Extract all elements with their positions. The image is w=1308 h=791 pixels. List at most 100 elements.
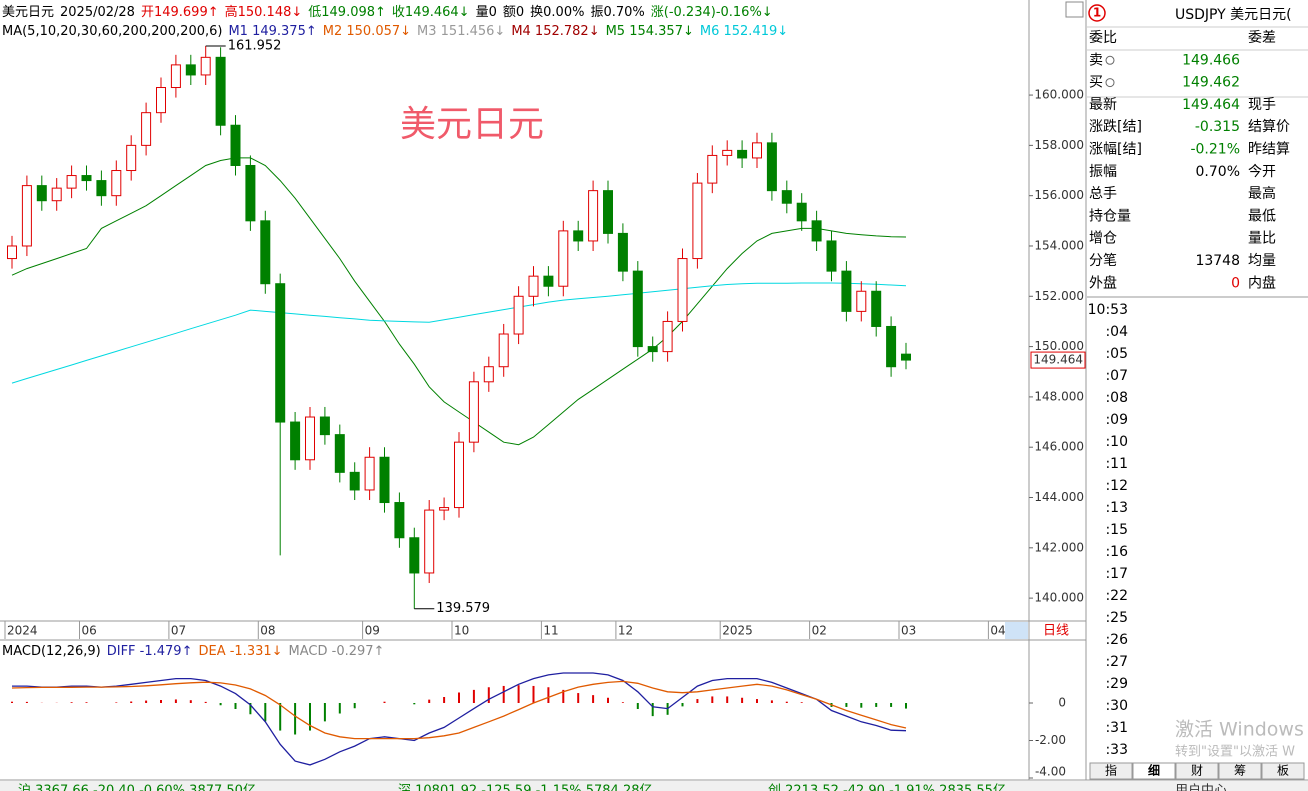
header-item: 开149.699↑ <box>141 5 219 20</box>
candle-body <box>781 190 792 204</box>
candle-body <box>737 149 748 159</box>
row-label: 持仓量 <box>1089 208 1131 224</box>
x-tick-label: 10 <box>454 624 469 638</box>
x-tick-label: 09 <box>365 624 380 638</box>
ma-legend-item: M5 154.357↓ <box>606 24 694 39</box>
header-item: 收149.464↓ <box>392 5 470 20</box>
ma-legend-item: M6 152.419↓ <box>700 24 788 39</box>
y-tick-label: -2.00 <box>1035 733 1066 747</box>
candle-body <box>379 456 390 504</box>
candle-body <box>796 202 807 222</box>
row-label2: 结算价 <box>1248 119 1290 135</box>
status-item: 创 2213.52 -42.90 -1.91% 2835.55亿 <box>768 784 1006 791</box>
tab[interactable] <box>1261 762 1305 780</box>
ma-legend-item: M2 150.057↓ <box>323 24 411 39</box>
tick-time: :08 <box>1105 390 1128 406</box>
candle-body <box>36 185 47 202</box>
y-tick-label: 158.000 <box>1034 138 1084 152</box>
ma-line <box>11 157 907 446</box>
y-tick-label: 148.000 <box>1034 389 1084 403</box>
candle-body <box>498 333 509 368</box>
tick-time: :30 <box>1105 698 1128 714</box>
candle-body <box>200 56 211 76</box>
candle-body <box>319 416 330 436</box>
candle-body <box>886 325 897 368</box>
macd-legend-item: MACD -0.297↑ <box>289 644 385 659</box>
row-label: 买 <box>1089 75 1103 91</box>
candle-body <box>766 142 777 192</box>
candle-body <box>752 142 762 159</box>
header-item: 2025/02/28 <box>60 5 135 20</box>
tick-time: :04 <box>1105 324 1128 340</box>
row-label2: 量比 <box>1248 231 1276 247</box>
tick-time: :10 <box>1105 434 1128 450</box>
info-icon <box>1105 78 1115 88</box>
candle-body <box>275 283 286 423</box>
info-icon <box>1105 55 1115 65</box>
tick-time: :16 <box>1105 544 1128 560</box>
tab[interactable] <box>1132 762 1176 780</box>
tab-label: 细 <box>1148 763 1160 778</box>
row-value: -0.315 <box>1195 119 1240 135</box>
candle-body <box>126 144 137 172</box>
header-item: 美元日元 <box>2 5 54 20</box>
x-tick-label: 11 <box>543 624 558 638</box>
watermark: 转到"设置"以激活 W <box>1175 745 1295 760</box>
status-item: 沪 3367.66 -20.40 -0.60% 3877.50亿 <box>18 783 256 791</box>
tab[interactable] <box>1175 762 1219 780</box>
candle-body <box>588 190 599 242</box>
window-button[interactable] <box>1065 1 1084 18</box>
candle-body <box>230 124 241 166</box>
candle-body <box>66 175 77 189</box>
row-label: 分笔 <box>1089 253 1117 269</box>
candle-body <box>826 240 837 272</box>
status-item: 深 10801.92 -125.59 -1.15% 5784.28亿 <box>398 784 652 791</box>
header-item: 量0 <box>476 5 497 20</box>
macd-legend-item: DIFF -1.479↑ <box>107 644 193 659</box>
candle-body <box>856 290 867 312</box>
tick-time: :22 <box>1105 588 1128 604</box>
candle-body <box>632 270 643 348</box>
candle-body <box>81 175 92 182</box>
candle-body <box>439 507 450 511</box>
candle-body <box>156 87 166 114</box>
y-tick-label: -4.00 <box>1035 765 1066 779</box>
badge: 1 <box>1093 6 1101 20</box>
tick-time: :25 <box>1105 610 1128 626</box>
row-value: 0.70% <box>1196 164 1240 180</box>
header-item: 额0 <box>503 5 524 20</box>
candle-body <box>722 149 733 156</box>
x-tick-label: 2025 <box>722 624 753 638</box>
ma-legend: MA(5,10,20,30,60,200,200,200,6) M1 149.37… <box>2 24 788 39</box>
candle-body <box>245 164 256 222</box>
row-value: 13748 <box>1195 253 1240 269</box>
candle-body <box>543 275 554 287</box>
candle-body <box>96 180 107 197</box>
row-label: 涨跌[结] <box>1089 119 1142 135</box>
candle-body <box>141 112 152 146</box>
row-label: 最新 <box>1089 97 1117 113</box>
macd-legend-item: DEA -1.331↓ <box>198 644 282 659</box>
ma-legend-item: M1 149.375↑ <box>228 24 316 39</box>
period-label[interactable]: 日线 <box>1043 624 1069 639</box>
row-label2: 昨结算 <box>1248 142 1290 158</box>
candle-body <box>424 509 435 574</box>
candle-body <box>111 170 122 197</box>
candle-body <box>170 64 181 89</box>
candle-body <box>454 441 464 509</box>
dea-line <box>11 680 907 740</box>
ma-legend-item: M3 151.456↓ <box>417 24 505 39</box>
y-tick-label: 140.000 <box>1034 591 1084 605</box>
highlight <box>1005 622 1028 639</box>
row-label: 增仓 <box>1089 231 1117 247</box>
diff-line <box>12 672 907 766</box>
candle-body <box>513 295 524 335</box>
tick-time: 10:53 <box>1088 302 1128 318</box>
tab[interactable] <box>1218 762 1262 780</box>
x-tick-label: 07 <box>171 624 186 638</box>
annotation: 161.952 <box>228 38 282 53</box>
tick-time: :09 <box>1105 412 1128 428</box>
candle-body <box>901 353 911 361</box>
tab[interactable] <box>1089 762 1133 780</box>
x-tick-label: 02 <box>812 624 827 638</box>
